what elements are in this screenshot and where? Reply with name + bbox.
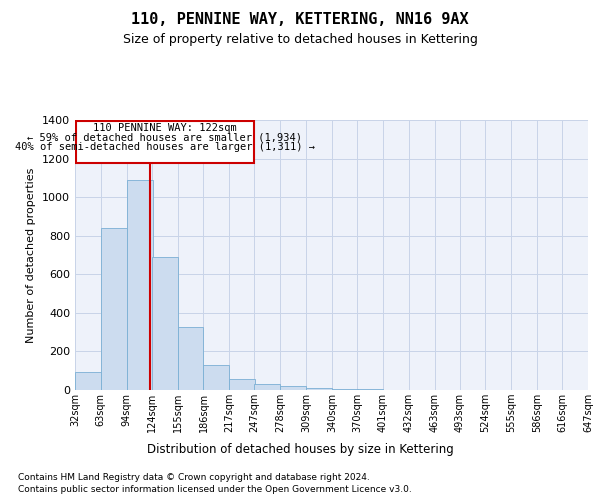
Y-axis label: Number of detached properties: Number of detached properties xyxy=(26,168,37,342)
Bar xyxy=(203,365,229,390)
Text: ← 59% of detached houses are smaller (1,934): ← 59% of detached houses are smaller (1,… xyxy=(27,132,302,142)
Bar xyxy=(75,372,101,390)
Bar xyxy=(152,257,178,390)
Text: Size of property relative to detached houses in Kettering: Size of property relative to detached ho… xyxy=(122,32,478,46)
Text: Distribution of detached houses by size in Kettering: Distribution of detached houses by size … xyxy=(146,442,454,456)
Bar xyxy=(280,386,306,390)
Text: 110, PENNINE WAY, KETTERING, NN16 9AX: 110, PENNINE WAY, KETTERING, NN16 9AX xyxy=(131,12,469,28)
Bar xyxy=(306,388,332,390)
Bar xyxy=(127,180,152,390)
Text: 110 PENNINE WAY: 122sqm: 110 PENNINE WAY: 122sqm xyxy=(93,123,236,133)
Text: Contains HM Land Registry data © Crown copyright and database right 2024.: Contains HM Land Registry data © Crown c… xyxy=(18,472,370,482)
Bar xyxy=(76,121,254,164)
Bar xyxy=(178,328,203,390)
Bar xyxy=(101,228,127,390)
Bar xyxy=(229,380,255,390)
Text: Contains public sector information licensed under the Open Government Licence v3: Contains public sector information licen… xyxy=(18,485,412,494)
Bar xyxy=(332,388,358,390)
Bar xyxy=(254,384,280,390)
Text: 40% of semi-detached houses are larger (1,311) →: 40% of semi-detached houses are larger (… xyxy=(14,142,314,152)
